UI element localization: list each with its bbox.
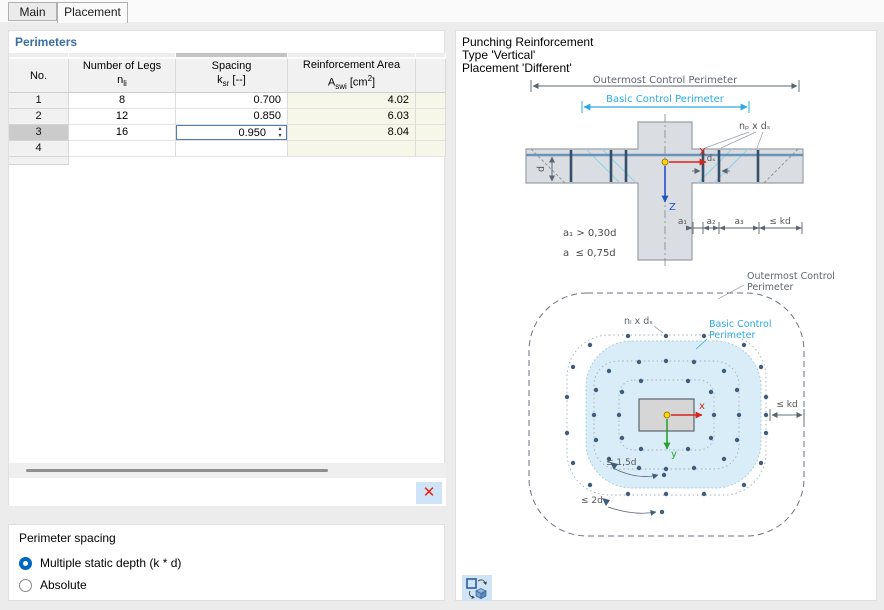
plan-basic-label-2: Perimeter [709, 330, 755, 341]
header-spacing: Spacing ksr [--] [176, 59, 288, 93]
row-header-1[interactable]: 1 [9, 93, 69, 109]
preview-heading-line1: Punching Reinforcement [462, 35, 594, 49]
header-no: No. [9, 59, 69, 93]
column-strip-spacing [176, 53, 288, 59]
spinner-up-icon[interactable]: ▴ [278, 125, 282, 132]
spacing-spinner-value[interactable]: 0.950 [238, 127, 266, 139]
perimeters-panel: Perimeters No. Number of Legs nli Spacin… [8, 30, 446, 506]
outermost-perimeter-label: Outermost Control Perimeter [593, 75, 738, 86]
header-area: Reinforcement Area Aswi [cm2] [288, 59, 416, 93]
plan-kd-label: ≤ kd [776, 400, 797, 410]
section-diagram: Outermost Control Perimeter Basic Contro… [525, 75, 804, 266]
preview-heading-line3: Placement 'Different' [462, 61, 572, 75]
delete-all-rows-button[interactable]: ✕ [416, 482, 442, 504]
radio-absolute-label[interactable]: Absolute [40, 578, 87, 592]
row-header-3[interactable]: 3 [9, 125, 69, 141]
column-strip-extra [416, 53, 446, 59]
x-axis-label: X [699, 147, 706, 158]
cell-extra-4 [416, 141, 446, 157]
a1-label: a₁ [678, 217, 688, 227]
note-a: a ≤ 0,75d [563, 248, 616, 259]
apply-to-graphic-button[interactable] [462, 575, 492, 601]
cell-spacing-2[interactable]: 0.850 [176, 109, 288, 125]
cell-extra-1 [416, 93, 446, 109]
column-strip-legs [69, 53, 176, 59]
row-header-4[interactable]: 4 [9, 141, 69, 157]
plan-diagram: Outermost Control Perimeter Basic Contro… [528, 271, 835, 537]
plan-basic-label-1: Basic Control [709, 319, 772, 330]
tab-strip: Main Placement [0, 0, 884, 23]
ds-label: dₛ [707, 154, 716, 164]
a3-label: a₃ [734, 217, 744, 227]
tab-main[interactable]: Main [8, 2, 57, 21]
cell-legs-1[interactable]: 8 [69, 93, 176, 109]
d15-label: ≤ 1,5d [606, 458, 636, 468]
table-button-strip: ✕ [9, 478, 446, 506]
d-dimension-label: d [536, 166, 547, 172]
perimeter-spacing-panel: Perimeter spacing Multiple static depth … [8, 524, 445, 601]
row-header-stub [9, 157, 69, 165]
nl-ds-label: nₗ x dₛ [624, 316, 653, 327]
cell-legs-3[interactable]: 16 [69, 125, 176, 141]
basic-perimeter-label: Basic Control Perimeter [606, 94, 725, 105]
radio-unselected-icon[interactable] [19, 578, 32, 592]
z-axis-label: Z [669, 202, 676, 213]
header-extra [416, 59, 446, 93]
spinner-down-icon[interactable]: ▾ [278, 132, 282, 139]
tab-placement[interactable]: Placement [57, 2, 128, 23]
a2-label: a₂ [706, 217, 716, 227]
horizontal-scrollbar[interactable] [9, 463, 446, 478]
cell-extra-3 [416, 125, 446, 141]
radio-absolute[interactable]: Absolute [19, 578, 87, 592]
radio-selected-icon[interactable] [19, 556, 32, 570]
note-a1: a₁ > 0,30d [563, 228, 617, 239]
preview-panel: Punching Reinforcement Type 'Vertical' P… [455, 30, 877, 601]
kd-label: ≤ kd [769, 217, 790, 227]
row-header-2[interactable]: 2 [9, 109, 69, 125]
plan-outermost-label-1: Outermost Control [747, 271, 835, 282]
header-legs: Number of Legs nli [69, 59, 176, 93]
perimeters-table: No. Number of Legs nli Spacing ksr [--] … [9, 53, 446, 165]
plan-outermost-label-2: Perimeter [747, 282, 793, 293]
scrollbar-thumb[interactable] [26, 469, 328, 472]
perimeter-spacing-title: Perimeter spacing [19, 531, 116, 545]
cell-area-1: 4.02 [288, 93, 416, 109]
plan-y-axis-label: y [671, 449, 677, 460]
cell-area-3: 8.04 [288, 125, 416, 141]
cell-spacing-1[interactable]: 0.700 [176, 93, 288, 109]
cell-area-2: 6.03 [288, 109, 416, 125]
cell-spacing-4[interactable] [176, 141, 288, 157]
cell-legs-4[interactable] [69, 141, 176, 157]
radio-multiple-static-depth[interactable]: Multiple static depth (k * d) [19, 556, 181, 570]
perimeters-title: Perimeters [15, 35, 78, 49]
preview-heading-line2: Type 'Vertical' [462, 48, 536, 62]
plan-x-axis-label: x [699, 401, 705, 412]
cell-extra-2 [416, 109, 446, 125]
sync-graphic-icon [466, 578, 487, 600]
cell-area-4 [288, 141, 416, 157]
radio-multiple-label[interactable]: Multiple static depth (k * d) [40, 556, 182, 570]
stud-dots [564, 333, 769, 515]
cell-legs-2[interactable]: 12 [69, 109, 176, 125]
column-strip-area [288, 53, 416, 59]
cell-spacing-3[interactable]: 0.950 ▴ ▾ [176, 125, 288, 141]
np-ds-label: nₚ x dₛ [739, 121, 771, 132]
column-strip-no [9, 53, 69, 59]
d2-label: ≤ 2d [581, 496, 603, 506]
spacing-spinner[interactable]: 0.950 ▴ ▾ [176, 125, 287, 140]
preview-heading: Punching Reinforcement Type 'Vertical' P… [462, 36, 593, 75]
